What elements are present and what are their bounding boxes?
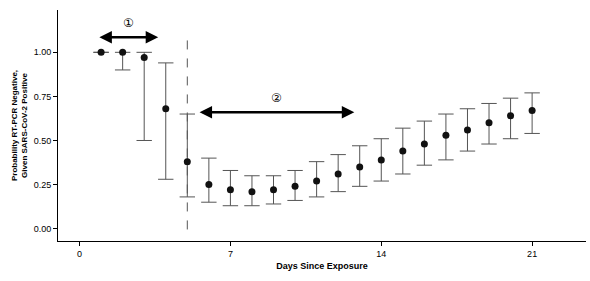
svg-text:Days Since Exposure: Days Since Exposure — [276, 261, 368, 271]
svg-text:14: 14 — [376, 249, 386, 259]
svg-text:0.00: 0.00 — [34, 224, 52, 234]
svg-text:0.25: 0.25 — [34, 180, 52, 190]
svg-text:②: ② — [271, 91, 282, 105]
svg-text:Probability RT-PCR Negative,Gi: Probability RT-PCR Negative,Given SARS-C… — [10, 70, 29, 181]
svg-text:1.00: 1.00 — [34, 47, 52, 57]
svg-text:0: 0 — [77, 249, 82, 259]
svg-text:0.50: 0.50 — [34, 136, 52, 146]
svg-text:①: ① — [123, 16, 134, 30]
svg-text:0.75: 0.75 — [34, 92, 52, 102]
svg-text:21: 21 — [527, 249, 537, 259]
svg-text:7: 7 — [228, 249, 233, 259]
